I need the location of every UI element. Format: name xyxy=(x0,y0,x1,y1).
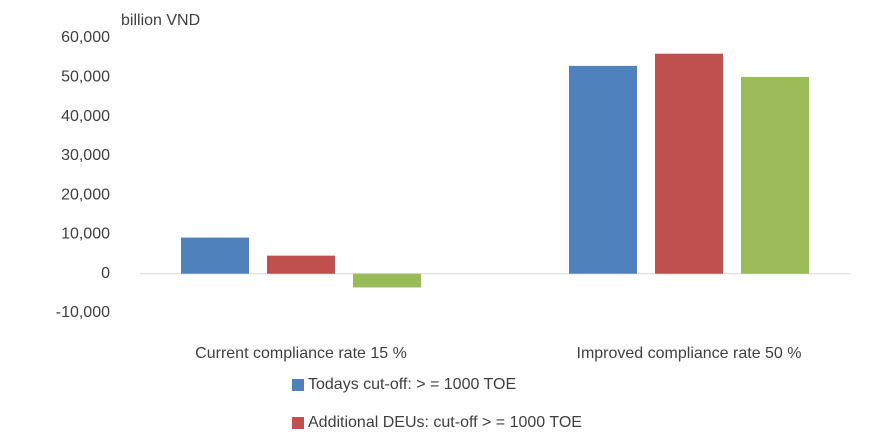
y-tick-label: 60,000 xyxy=(61,29,110,46)
x-tick-label: Current compliance rate 15 % xyxy=(195,345,407,362)
bar xyxy=(655,53,723,274)
y-tick-label: 20,000 xyxy=(61,186,110,203)
legend-label: Additional DEUs: cut-off > = 1000 TOE xyxy=(308,414,582,431)
y-axis-label: billion VND xyxy=(121,12,200,29)
y-tick-label: 10,000 xyxy=(61,226,110,243)
bar xyxy=(181,237,249,274)
legend-label: Todays cut-off: > = 1000 TOE xyxy=(308,376,516,393)
y-tick-label: 30,000 xyxy=(61,147,110,164)
y-tick-label: 40,000 xyxy=(61,108,110,125)
y-tick-label: -10,000 xyxy=(56,304,110,321)
bar xyxy=(267,255,335,274)
legend-swatch xyxy=(292,379,304,391)
bar xyxy=(569,65,637,274)
y-tick-label: 50,000 xyxy=(61,69,110,86)
bar xyxy=(741,76,809,274)
legend-swatch xyxy=(292,417,304,429)
x-tick-label: Improved compliance rate 50 % xyxy=(577,345,802,362)
bar xyxy=(353,273,421,288)
y-tick-label: 0 xyxy=(101,265,110,282)
